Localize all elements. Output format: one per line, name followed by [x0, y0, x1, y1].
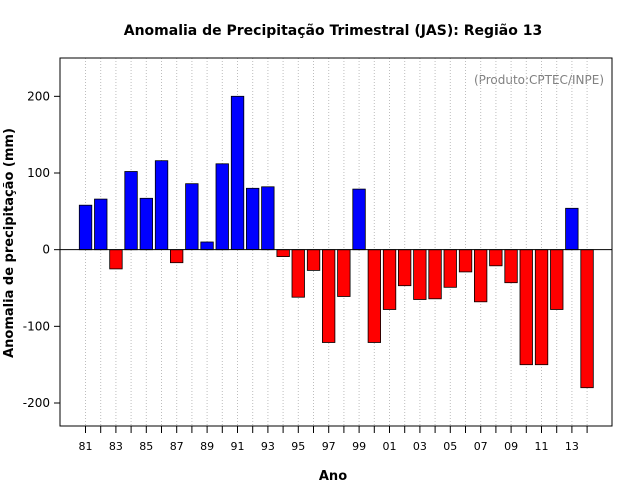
x-tick-label: 93	[261, 440, 275, 453]
bar-1991	[230, 95, 245, 251]
bar-2012	[550, 249, 564, 310]
bar-1989	[200, 241, 214, 251]
bar-1987	[169, 249, 184, 264]
plot-frame	[59, 57, 613, 427]
bar-2004	[428, 249, 442, 300]
y-axis-label: Anomalia de precipitação (mm)	[2, 128, 17, 358]
x-tick-label: 09	[504, 440, 518, 453]
x-tick-label: 87	[170, 440, 184, 453]
x-tick-label: 01	[383, 440, 397, 453]
bar-1999	[352, 188, 366, 251]
bar-1992	[245, 187, 260, 251]
bar-2006	[458, 249, 473, 273]
bar-1994	[276, 249, 290, 257]
bar-2011	[534, 249, 549, 366]
bar-2008	[489, 249, 503, 267]
bar-1997	[321, 249, 336, 343]
bar-1993	[261, 186, 275, 251]
bar-2000	[367, 249, 382, 343]
x-tick-label: 91	[231, 440, 245, 453]
bar-1985	[139, 197, 154, 251]
bar-2013	[565, 207, 579, 251]
bar-2005	[443, 249, 457, 288]
bar-1996	[306, 249, 321, 271]
bar-1982	[94, 198, 108, 251]
y-tick-label: 0	[42, 243, 50, 257]
x-tick-label: 99	[352, 440, 366, 453]
bar-1984	[124, 171, 138, 251]
x-tick-label: 07	[474, 440, 488, 453]
x-tick-label: 83	[109, 440, 123, 453]
x-tick-label: 97	[322, 440, 336, 453]
bar-1983	[109, 249, 123, 270]
y-tick-label: 200	[27, 89, 50, 103]
chart-title: Anomalia de Precipitação Trimestral (JAS…	[124, 23, 542, 39]
x-tick-label: 11	[535, 440, 549, 453]
bar-2010	[519, 249, 533, 366]
bar-1998	[337, 249, 351, 297]
x-tick-label: 13	[565, 440, 579, 453]
bar-2001	[382, 249, 397, 310]
grid-lines	[85, 58, 588, 426]
y-tick-label: 100	[27, 166, 50, 180]
y-tick-label: -200	[23, 396, 50, 410]
source-annotation: (Produto:CPTEC/INPE)	[474, 73, 604, 87]
bar-2002	[397, 249, 412, 287]
x-axis-label: Ano	[319, 469, 347, 484]
x-tick-label: 03	[413, 440, 427, 453]
x-tick-label: 81	[79, 440, 93, 453]
bar-1990	[215, 163, 229, 251]
x-axis: 81 83 85 87 89 91 93 95 97 99 01 03 05 07 09 11 13	[79, 426, 588, 453]
bar-2009	[504, 249, 518, 284]
x-tick-label: 85	[139, 440, 153, 453]
bar-1988	[185, 183, 199, 250]
bar-2007	[473, 249, 488, 303]
bar-2003	[413, 249, 427, 300]
bar-1986	[154, 160, 169, 250]
y-tick-label: -100	[23, 319, 50, 333]
x-tick-label: 95	[291, 440, 305, 453]
bar-series	[78, 95, 594, 389]
y-axis: -200 -100 0 100 200	[23, 89, 60, 410]
bar-2014	[580, 249, 594, 389]
x-tick-label: 89	[200, 440, 214, 453]
x-tick-label: 05	[443, 440, 457, 453]
bar-1981	[78, 204, 93, 251]
bar-1995	[291, 249, 305, 298]
